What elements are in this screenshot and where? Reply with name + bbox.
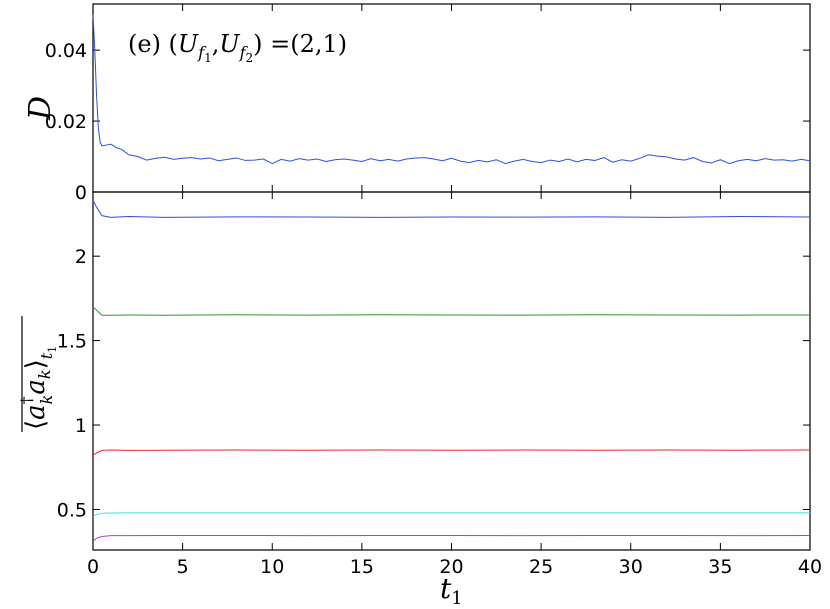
- series-line-3: [92, 512, 810, 517]
- series-line-4: [92, 534, 811, 542]
- y-label-dagger: †: [17, 396, 36, 404]
- annotation-subsub1: 1: [204, 51, 212, 65]
- x-label-var: t: [440, 572, 452, 605]
- x-tick-label: 15: [350, 556, 374, 578]
- x-tick-label: 10: [260, 556, 284, 578]
- top-plot-frame: [92, 3, 811, 193]
- bottom-y-axis-label: ⟨a†kak⟩t1: [17, 316, 59, 432]
- bottom-ticks: 0.511.520 5 10 15 20 25 30 35 40: [57, 192, 822, 578]
- x-tick-label: 0: [87, 556, 99, 578]
- y-label-text: ⟨a†kak⟩t1: [17, 346, 59, 430]
- y-tick-label: 0: [75, 182, 87, 204]
- series-line-1: [92, 306, 811, 316]
- annotation-var1: U: [178, 30, 199, 58]
- series-line-2: [92, 449, 811, 456]
- x-tick-label: 5: [177, 556, 189, 578]
- top-y-axis-label: D: [23, 96, 58, 121]
- x-axis-label: t1: [440, 572, 463, 609]
- annotation-sub1: f: [197, 43, 207, 62]
- annotation-suffix: ) =(2,1): [253, 30, 347, 58]
- annotation-prefix: (e) (: [128, 30, 178, 58]
- annotation-var2: U: [219, 30, 240, 58]
- y-label-k2: k: [35, 369, 54, 379]
- y-label-right-bracket: ⟩: [21, 359, 51, 369]
- y-tick-label: 0.02: [45, 111, 87, 133]
- x-tick-label: 20: [439, 556, 463, 578]
- top-series-group: [92, 14, 811, 165]
- y-tick-label: 0.5: [57, 499, 87, 521]
- top-panel: 00.020.04 D (e) (Uf1,Uf2) =(2,1): [23, 3, 811, 204]
- annotation-subsub2: 2: [246, 51, 254, 65]
- bottom-panel: 0.511.520 5 10 15 20 25 30 35 40 ⟨a†kak⟩t1 t1: [17, 191, 822, 609]
- y-tick-label: 0.04: [45, 40, 87, 62]
- y-label-k1: k: [37, 395, 56, 405]
- annotation-sub2: f: [239, 43, 249, 62]
- series-line-0: [92, 14, 811, 165]
- y-tick-label: 2: [75, 246, 87, 268]
- annotation-sep: ,: [212, 30, 220, 58]
- y-label-a1: a: [21, 404, 51, 420]
- x-label-sub: 1: [451, 588, 462, 609]
- bottom-plot-frame: [92, 191, 811, 551]
- x-tick-label: 25: [529, 556, 553, 578]
- x-tick-label: 30: [619, 556, 643, 578]
- top-y-ticks: 0 0.02 0.04: [45, 4, 811, 204]
- y-label-left-bracket: ⟨: [21, 420, 51, 430]
- panel-annotation: (e) (Uf1,Uf2) =(2,1): [128, 30, 347, 65]
- bottom-series-group: [92, 200, 811, 542]
- y-tick-label: 1: [75, 415, 87, 437]
- series-line-0: [92, 200, 811, 218]
- x-tick-label: 40: [798, 556, 822, 578]
- y-label-sub-t: t: [37, 352, 56, 359]
- y-tick-label: 1.5: [57, 331, 87, 353]
- y-label-a2: a: [21, 379, 51, 395]
- x-tick-label: 35: [708, 556, 732, 578]
- y-label-subsub: 1: [46, 346, 59, 353]
